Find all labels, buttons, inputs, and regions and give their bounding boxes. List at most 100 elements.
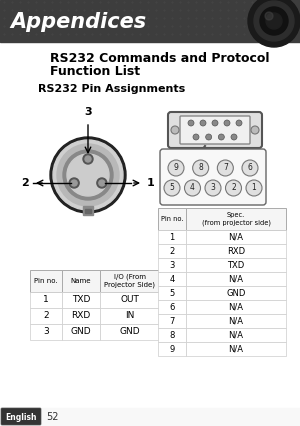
- Bar: [100, 324, 160, 340]
- Bar: [83, 206, 93, 215]
- Text: 3: 3: [43, 328, 49, 337]
- Text: 1: 1: [147, 178, 155, 188]
- Text: Function List: Function List: [50, 65, 140, 78]
- Circle shape: [83, 154, 93, 164]
- Text: 2: 2: [231, 184, 236, 193]
- Bar: [62, 324, 100, 340]
- Circle shape: [266, 13, 282, 29]
- Bar: [30, 324, 62, 340]
- Circle shape: [171, 126, 179, 134]
- Text: 4: 4: [190, 184, 195, 193]
- Text: N/A: N/A: [229, 274, 244, 283]
- Text: TXD: TXD: [227, 261, 244, 270]
- Text: 5: 5: [169, 184, 174, 193]
- Bar: [186, 286, 286, 300]
- FancyBboxPatch shape: [180, 116, 250, 144]
- Text: 3: 3: [84, 107, 92, 117]
- Bar: [186, 328, 286, 342]
- Text: Spec.
(from projector side): Spec. (from projector side): [202, 212, 271, 226]
- Circle shape: [246, 180, 262, 196]
- Text: 2: 2: [21, 178, 29, 188]
- Text: 3: 3: [169, 261, 175, 270]
- Text: N/A: N/A: [229, 233, 244, 242]
- Circle shape: [67, 154, 109, 196]
- Bar: [100, 270, 160, 292]
- Circle shape: [200, 120, 206, 126]
- Text: 5: 5: [169, 288, 175, 297]
- Bar: [158, 244, 186, 258]
- Text: Appendices: Appendices: [10, 12, 146, 32]
- Text: 4: 4: [169, 274, 175, 283]
- Circle shape: [236, 120, 242, 126]
- Circle shape: [242, 160, 258, 176]
- Bar: [62, 308, 100, 324]
- Circle shape: [184, 180, 200, 196]
- Bar: [158, 286, 186, 300]
- Text: 52: 52: [46, 412, 58, 422]
- Circle shape: [260, 7, 288, 35]
- Circle shape: [99, 180, 105, 186]
- Circle shape: [248, 0, 300, 47]
- Text: RS232 Commands and Protocol: RS232 Commands and Protocol: [50, 52, 269, 65]
- Text: 2: 2: [169, 247, 175, 256]
- Circle shape: [217, 160, 233, 176]
- Text: 8: 8: [169, 331, 175, 340]
- Bar: [186, 208, 286, 230]
- Bar: [158, 300, 186, 314]
- Circle shape: [251, 126, 259, 134]
- Bar: [85, 209, 91, 213]
- Bar: [0, 408, 300, 426]
- Bar: [158, 314, 186, 328]
- Text: 6: 6: [248, 164, 252, 173]
- Text: 1: 1: [43, 296, 49, 305]
- Text: N/A: N/A: [229, 331, 244, 340]
- Bar: [158, 208, 186, 230]
- Circle shape: [254, 1, 294, 41]
- Text: GND: GND: [226, 288, 246, 297]
- Circle shape: [53, 140, 123, 210]
- Bar: [186, 230, 286, 244]
- Circle shape: [85, 156, 91, 162]
- Text: Pin no.: Pin no.: [34, 278, 58, 284]
- Bar: [100, 292, 160, 308]
- Text: 2: 2: [43, 311, 49, 320]
- Text: TXD: TXD: [72, 296, 90, 305]
- Text: N/A: N/A: [229, 302, 244, 311]
- Circle shape: [224, 120, 230, 126]
- Bar: [30, 270, 62, 292]
- Circle shape: [205, 180, 221, 196]
- Text: RXD: RXD: [71, 311, 91, 320]
- Bar: [158, 258, 186, 272]
- Text: RS232 Pin Assignments: RS232 Pin Assignments: [38, 84, 185, 94]
- Circle shape: [226, 180, 242, 196]
- Circle shape: [71, 180, 77, 186]
- Bar: [0, 0, 300, 42]
- Circle shape: [57, 144, 119, 206]
- Text: RXD: RXD: [227, 247, 245, 256]
- Text: N/A: N/A: [229, 317, 244, 325]
- Circle shape: [193, 160, 209, 176]
- Text: 1: 1: [169, 233, 175, 242]
- Bar: [186, 272, 286, 286]
- Text: 9: 9: [169, 345, 175, 354]
- Text: 6: 6: [169, 302, 175, 311]
- Bar: [158, 342, 186, 356]
- Text: Name: Name: [71, 278, 91, 284]
- Circle shape: [63, 150, 113, 200]
- Bar: [62, 270, 100, 292]
- Bar: [100, 308, 160, 324]
- FancyBboxPatch shape: [160, 149, 266, 205]
- Text: 7: 7: [223, 164, 228, 173]
- Circle shape: [168, 160, 184, 176]
- Circle shape: [218, 134, 224, 140]
- Text: Pin no.: Pin no.: [161, 216, 183, 222]
- Circle shape: [69, 178, 79, 188]
- FancyBboxPatch shape: [168, 112, 262, 148]
- Text: GND: GND: [71, 328, 91, 337]
- Bar: [30, 308, 62, 324]
- Bar: [158, 328, 186, 342]
- Text: I/O (From
Projector Side): I/O (From Projector Side): [104, 274, 155, 288]
- Text: 8: 8: [198, 164, 203, 173]
- Bar: [186, 342, 286, 356]
- Bar: [186, 314, 286, 328]
